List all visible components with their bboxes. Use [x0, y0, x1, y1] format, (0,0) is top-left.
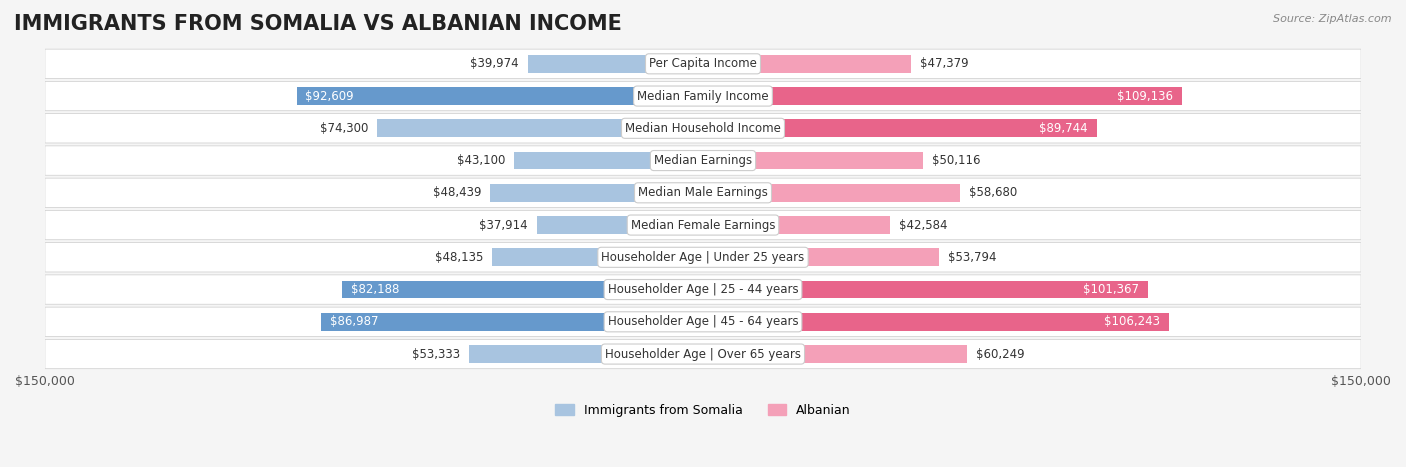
- Text: Median Family Income: Median Family Income: [637, 90, 769, 103]
- Bar: [703, 55, 911, 73]
- Text: Source: ZipAtlas.com: Source: ZipAtlas.com: [1274, 14, 1392, 24]
- Bar: [343, 281, 703, 298]
- Text: $60,249: $60,249: [976, 347, 1025, 361]
- Text: $74,300: $74,300: [321, 122, 368, 135]
- Text: $53,794: $53,794: [948, 251, 997, 264]
- Text: Per Capita Income: Per Capita Income: [650, 57, 756, 71]
- FancyBboxPatch shape: [45, 49, 1361, 78]
- FancyBboxPatch shape: [45, 146, 1361, 175]
- Bar: [537, 216, 703, 234]
- FancyBboxPatch shape: [45, 340, 1361, 369]
- Bar: [703, 216, 890, 234]
- Text: Median Female Earnings: Median Female Earnings: [631, 219, 775, 232]
- FancyBboxPatch shape: [45, 178, 1361, 207]
- Bar: [491, 184, 703, 202]
- Text: $48,135: $48,135: [434, 251, 484, 264]
- Text: Householder Age | Over 65 years: Householder Age | Over 65 years: [605, 347, 801, 361]
- Bar: [703, 152, 922, 170]
- Bar: [703, 120, 1097, 137]
- Text: $43,100: $43,100: [457, 154, 505, 167]
- FancyBboxPatch shape: [45, 113, 1361, 143]
- Text: $58,680: $58,680: [969, 186, 1018, 199]
- Bar: [703, 184, 960, 202]
- Text: $82,188: $82,188: [352, 283, 399, 296]
- Bar: [492, 248, 703, 266]
- Bar: [703, 313, 1170, 331]
- Bar: [470, 345, 703, 363]
- Text: $47,379: $47,379: [920, 57, 969, 71]
- Text: $50,116: $50,116: [932, 154, 980, 167]
- Text: Median Household Income: Median Household Income: [626, 122, 780, 135]
- Text: $89,744: $89,744: [1039, 122, 1088, 135]
- Text: $39,974: $39,974: [470, 57, 519, 71]
- Legend: Immigrants from Somalia, Albanian: Immigrants from Somalia, Albanian: [550, 399, 856, 422]
- Text: $48,439: $48,439: [433, 186, 482, 199]
- Text: $37,914: $37,914: [479, 219, 527, 232]
- Text: Householder Age | Under 25 years: Householder Age | Under 25 years: [602, 251, 804, 264]
- Bar: [297, 87, 703, 105]
- Bar: [527, 55, 703, 73]
- Bar: [322, 313, 703, 331]
- Text: $42,584: $42,584: [898, 219, 948, 232]
- Text: IMMIGRANTS FROM SOMALIA VS ALBANIAN INCOME: IMMIGRANTS FROM SOMALIA VS ALBANIAN INCO…: [14, 14, 621, 34]
- Bar: [515, 152, 703, 170]
- Bar: [703, 345, 967, 363]
- FancyBboxPatch shape: [45, 243, 1361, 272]
- Text: $109,136: $109,136: [1116, 90, 1173, 103]
- Bar: [703, 248, 939, 266]
- Text: $106,243: $106,243: [1104, 315, 1160, 328]
- FancyBboxPatch shape: [45, 210, 1361, 240]
- Bar: [703, 281, 1147, 298]
- Text: $92,609: $92,609: [305, 90, 354, 103]
- FancyBboxPatch shape: [45, 81, 1361, 111]
- Bar: [703, 87, 1182, 105]
- Text: Median Earnings: Median Earnings: [654, 154, 752, 167]
- Text: Householder Age | 25 - 44 years: Householder Age | 25 - 44 years: [607, 283, 799, 296]
- Bar: [377, 120, 703, 137]
- Text: $101,367: $101,367: [1083, 283, 1139, 296]
- Text: Householder Age | 45 - 64 years: Householder Age | 45 - 64 years: [607, 315, 799, 328]
- FancyBboxPatch shape: [45, 307, 1361, 337]
- Text: $86,987: $86,987: [330, 315, 378, 328]
- Text: $53,333: $53,333: [412, 347, 460, 361]
- Text: Median Male Earnings: Median Male Earnings: [638, 186, 768, 199]
- FancyBboxPatch shape: [45, 275, 1361, 304]
